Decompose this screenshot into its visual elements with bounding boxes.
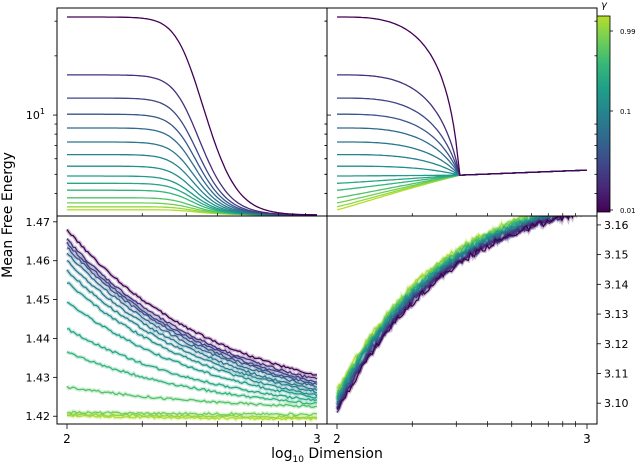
series-line [66, 259, 318, 391]
series-line [66, 385, 318, 408]
colorbar-tick-label: 0.99 [620, 28, 636, 36]
series-line [336, 216, 574, 410]
series-line [66, 328, 318, 402]
series-line [336, 216, 565, 405]
series-band [335, 216, 584, 411]
series-line [336, 216, 571, 413]
y-tick-label: 1.44 [26, 332, 51, 345]
series-line [67, 16, 318, 216]
series-line [66, 238, 318, 380]
series-line [66, 412, 318, 419]
series-line [337, 141, 588, 176]
series-group [67, 16, 318, 216]
y-tick-label: 1.43 [26, 371, 51, 384]
series-group [335, 216, 584, 414]
series-line [66, 351, 318, 405]
series-band [335, 216, 545, 393]
axes-frame [326, 215, 598, 425]
series-band [335, 216, 566, 404]
y-tick-label: 3.11 [604, 367, 629, 380]
series-line [336, 216, 575, 408]
x-tick-label: 2 [63, 432, 71, 446]
series-line [66, 247, 318, 386]
series-line [336, 216, 565, 403]
x-axis-label-suffix: Dimension [304, 446, 383, 462]
series-line [336, 216, 542, 395]
y-tick-label: 101 [26, 107, 45, 122]
series-band [65, 237, 318, 381]
series-line [336, 169, 588, 191]
series-band [335, 216, 561, 398]
series-line [336, 216, 540, 398]
y-tick-label: 3.12 [604, 338, 629, 351]
colorbar-tick-label: 0.1 [620, 108, 631, 116]
y-tick-label: 3.14 [604, 278, 629, 291]
series-band [335, 216, 582, 409]
y-tick-label: 1.47 [26, 216, 51, 229]
series-line [66, 410, 318, 416]
y-tick-label: 3.10 [604, 397, 629, 410]
series-line [337, 74, 588, 176]
x-axis-label-prefix: log [271, 446, 292, 462]
series-group [336, 16, 588, 211]
series-band [335, 216, 568, 406]
x-tick-label: 2 [333, 432, 341, 446]
colorbar: γ 0.99 0.1 0.01 [596, 0, 636, 215]
series-line [66, 269, 318, 394]
panel-top-left: 101 [26, 7, 328, 217]
series-band [335, 216, 573, 414]
series-line [67, 74, 317, 216]
x-axis-label: log10 Dimension [271, 446, 383, 465]
y-tick-label: 3.13 [604, 308, 629, 321]
series-line [336, 216, 546, 401]
axes-frame [326, 7, 598, 217]
series-line [66, 301, 318, 399]
colorbar-gradient [596, 15, 611, 213]
series-line [67, 113, 317, 216]
series-band [336, 216, 580, 409]
series-line [336, 216, 548, 397]
panel-bottom-left: 1.47 1.46 1.45 1.44 1.43 1.42 2 3 [26, 215, 328, 446]
series-line [66, 252, 318, 388]
series-band [335, 216, 554, 401]
series-band [335, 216, 568, 406]
series-band [336, 216, 559, 399]
series-line [66, 282, 318, 397]
series-band [335, 216, 533, 391]
series-line [337, 165, 588, 176]
series-line [66, 229, 318, 376]
series-line [336, 169, 588, 199]
series-band [335, 216, 558, 400]
y-tick-label: 3.16 [604, 219, 629, 232]
series-line [336, 216, 535, 392]
series-band [335, 216, 547, 395]
y-tick-label: 1.42 [26, 410, 51, 423]
series-line [337, 127, 588, 176]
series-line [336, 216, 555, 408]
y-tick-label: 3.15 [604, 249, 629, 262]
series-line [336, 216, 529, 389]
y-tick-label: 1.45 [26, 294, 51, 307]
series-line [336, 216, 570, 410]
series-group [65, 228, 319, 423]
colorbar-tick-label: 0.01 [620, 207, 636, 215]
panel-top-right [324, 7, 598, 217]
axes-frame [56, 7, 328, 217]
y-tick-exponent: 1 [40, 107, 45, 116]
x-tick-label: 3 [313, 432, 321, 446]
series-line [337, 16, 588, 176]
series-line [66, 241, 318, 383]
colorbar-label: γ [601, 0, 608, 11]
series-line [337, 97, 588, 176]
y-axis-label: Mean Free Energy [0, 152, 16, 278]
series-band [335, 216, 582, 411]
y-tick-label: 1.46 [26, 255, 51, 268]
x-tick-label: 3 [583, 432, 591, 446]
x-axis-label-subscript: 10 [293, 455, 305, 465]
series-line [336, 216, 561, 405]
panel-bottom-right: 3.16 3.15 3.14 3.13 3.12 3.11 3.10 2 3 [326, 215, 629, 446]
series-line [336, 216, 557, 400]
